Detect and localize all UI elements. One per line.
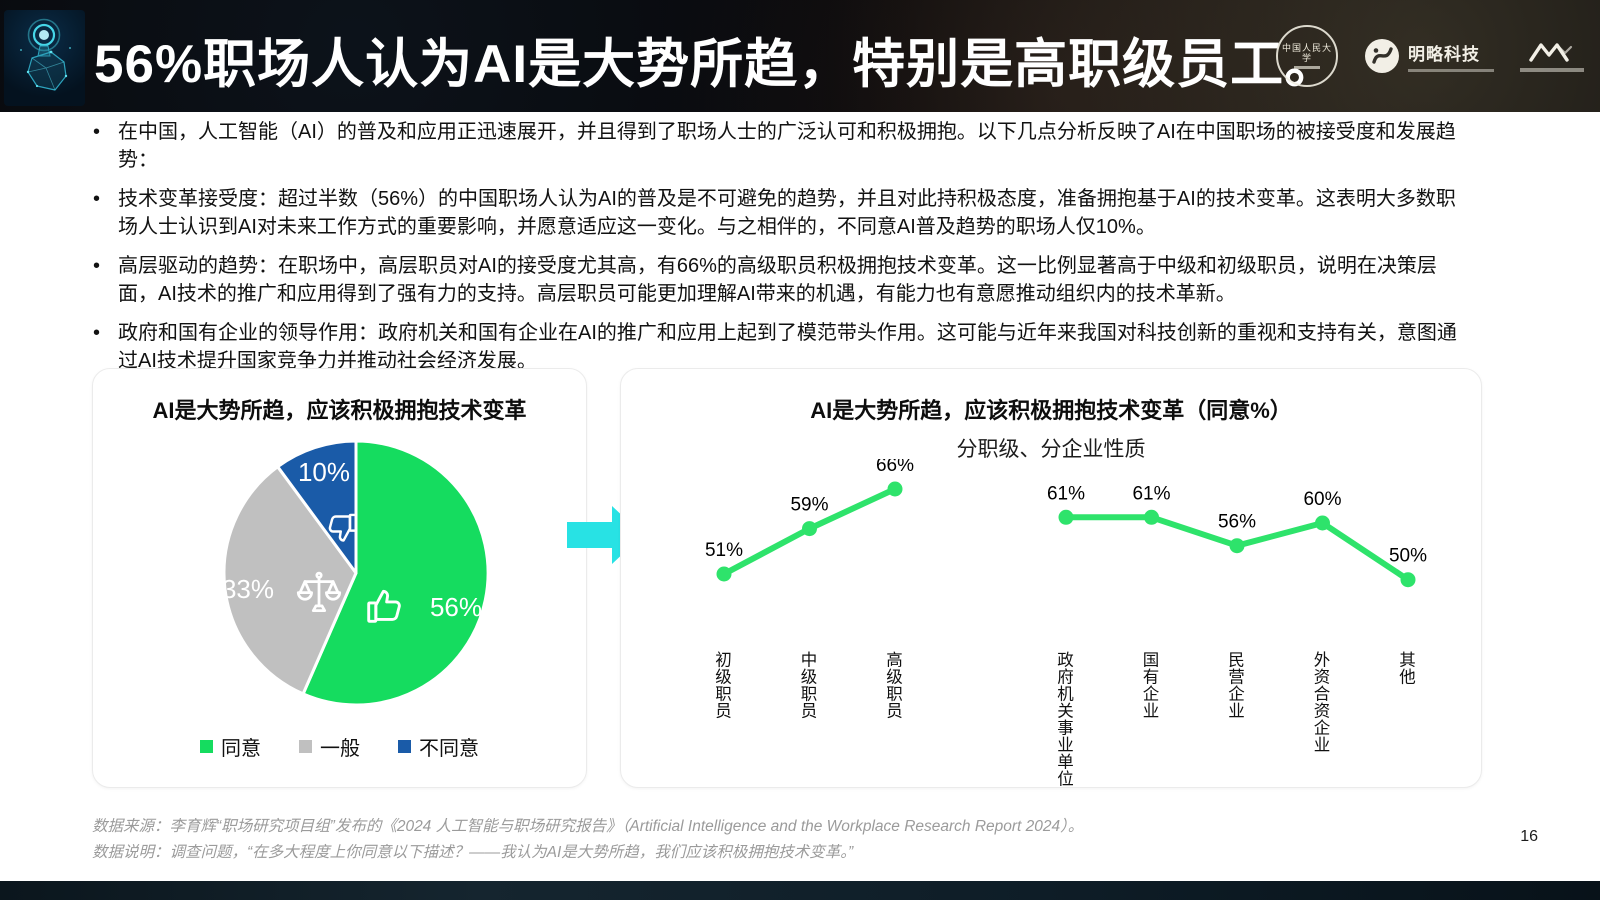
header-bar: 56%职场人认为AI是大势所趋，特别是高职级员工。 中国人民大学 明略科技 bbox=[0, 0, 1600, 112]
pie-value-label-neutral: 33% bbox=[222, 574, 274, 604]
pie-slice-agree bbox=[301, 439, 490, 707]
bullet-item: 在中国，人工智能（AI）的普及和应用正迅速展开，并且得到了职场人士的广泛认可和积… bbox=[88, 118, 1474, 174]
pie-chart-title: AI是大势所趋，应该积极拥抱技术变革 bbox=[152, 398, 527, 423]
line-chart-point bbox=[1229, 538, 1245, 554]
line-chart-data-label: 66% bbox=[876, 459, 914, 476]
bullet-list: 在中国，人工智能（AI）的普及和应用正迅速展开，并且得到了职场人士的广泛认可和积… bbox=[88, 118, 1474, 386]
line-chart-point bbox=[887, 481, 903, 497]
ai-thumb-artwork bbox=[4, 10, 85, 106]
line-chart-title: AI是大势所趋，应该积极拥抱技术变革（同意%） bbox=[810, 398, 1292, 423]
legend-label-disagree: 不同意 bbox=[419, 738, 479, 760]
category-label: 中级职员 bbox=[798, 651, 816, 719]
line-chart-svg: 51% 59% 66% 61% 61% 56% 60% 50% bbox=[705, 459, 1427, 588]
seal-decor-bar bbox=[1294, 66, 1320, 69]
legend-swatch-agree bbox=[200, 740, 213, 753]
university-seal-logo: 中国人民大学 bbox=[1276, 25, 1338, 87]
pie-value-label-agree: 56% bbox=[430, 592, 482, 622]
line-chart-point bbox=[716, 566, 732, 582]
thumbs-up-icon bbox=[367, 589, 401, 623]
double-m-logo-subtext bbox=[1520, 67, 1584, 72]
legend-swatch-neutral bbox=[299, 740, 312, 753]
line-chart-data-label: 60% bbox=[1303, 489, 1341, 510]
line-chart-point bbox=[802, 521, 817, 537]
page-number: 16 bbox=[1520, 828, 1538, 845]
mininglamp-logo-text: 明略科技 bbox=[1408, 45, 1480, 64]
pie-slices bbox=[222, 439, 490, 707]
double-m-logo-icon bbox=[1529, 42, 1573, 62]
category-label: 民营企业 bbox=[1225, 651, 1244, 719]
legend-item-disagree: 不同意 bbox=[398, 732, 479, 761]
line-chart-data-label: 61% bbox=[1047, 483, 1085, 504]
footnote-note: 数据说明：调查问题，“在多大程度上你同意以下描述？——我认为AI是大势所趋，我们… bbox=[92, 844, 854, 861]
line-chart-subtitle: 分职级、分企业性质 bbox=[956, 438, 1146, 461]
line-chart-card: AI是大势所趋，应该积极拥抱技术变革（同意%） 分职级、分企业性质 51% 59%… bbox=[620, 368, 1482, 788]
bullet-item: 高层驱动的趋势：在职场中，高层职员对AI的接受度尤其高，有66%的高级职员积极拥… bbox=[88, 252, 1474, 308]
category-label: 国有企业 bbox=[1140, 651, 1158, 719]
pie-chart-card: AI是大势所趋，应该积极拥抱技术变革 56% 33% 10% bbox=[92, 368, 587, 788]
line-chart-point bbox=[1144, 509, 1159, 525]
mininglamp-logo-icon bbox=[1365, 39, 1399, 73]
scales-icon bbox=[296, 571, 342, 613]
bullet-item: 政府和国有企业的领导作用：政府机关和国有企业在AI的推广和应用上起到了模范带头作… bbox=[88, 319, 1474, 375]
pie-slice-neutral bbox=[222, 465, 358, 696]
mininglamp-logo-subtext bbox=[1408, 69, 1494, 72]
line-chart-data-label: 56% bbox=[1218, 512, 1256, 533]
category-label: 高级职员 bbox=[883, 651, 902, 719]
line-chart-point bbox=[1315, 515, 1330, 531]
footnote-source: 数据来源：李育辉“职场研究项目组”发布的《2024 人工智能与职场研究报告》（A… bbox=[92, 818, 1084, 835]
ai-thumb-art-svg bbox=[20, 18, 71, 91]
line-chart-point bbox=[1400, 572, 1416, 588]
category-label: 外资合资企业 bbox=[1311, 651, 1329, 753]
pie-legend: 同意 一般 不同意 bbox=[93, 732, 586, 761]
bottom-accent-bar bbox=[0, 881, 1600, 900]
double-m-logo bbox=[1520, 41, 1584, 72]
line-chart-point bbox=[1058, 509, 1074, 525]
legend-swatch-disagree bbox=[398, 740, 411, 753]
logo-group: 中国人民大学 明略科技 bbox=[1276, 20, 1584, 92]
category-label: 初级职员 bbox=[712, 651, 731, 719]
line-chart-categories: 初级职员 中级职员 高级职员 政府机关事业单位 国有企业 民营企业 外资合资企业 其他 bbox=[621, 651, 1481, 787]
legend-item-neutral: 一般 bbox=[299, 732, 360, 761]
legend-label-neutral: 一般 bbox=[320, 738, 360, 760]
legend-item-agree: 同意 bbox=[200, 732, 261, 761]
page-title: 56%职场人认为AI是大势所趋，特别是高职级员工。 bbox=[94, 35, 1339, 94]
line-chart-data-label: 51% bbox=[705, 540, 743, 561]
category-label: 其他 bbox=[1396, 651, 1415, 685]
thumbs-down-icon bbox=[328, 513, 358, 542]
pie-chart-svg: 56% 33% 10% bbox=[222, 439, 490, 707]
mininglamp-logo: 明略科技 bbox=[1364, 38, 1494, 74]
pie-value-label-disagree: 10% bbox=[298, 457, 350, 487]
line-chart-data-label: 61% bbox=[1132, 483, 1170, 504]
bullet-item: 技术变革接受度：超过半数（56%）的中国职场人认为AI的普及是不可避免的趋势，并… bbox=[88, 185, 1474, 241]
line-chart-data-label: 50% bbox=[1389, 546, 1427, 567]
category-label: 政府机关事业单位 bbox=[1054, 651, 1073, 787]
pie-slice-disagree bbox=[276, 439, 358, 575]
legend-label-agree: 同意 bbox=[221, 738, 261, 760]
line-chart-data-label: 59% bbox=[790, 495, 828, 516]
university-seal-label: 中国人民大学 bbox=[1281, 43, 1332, 63]
